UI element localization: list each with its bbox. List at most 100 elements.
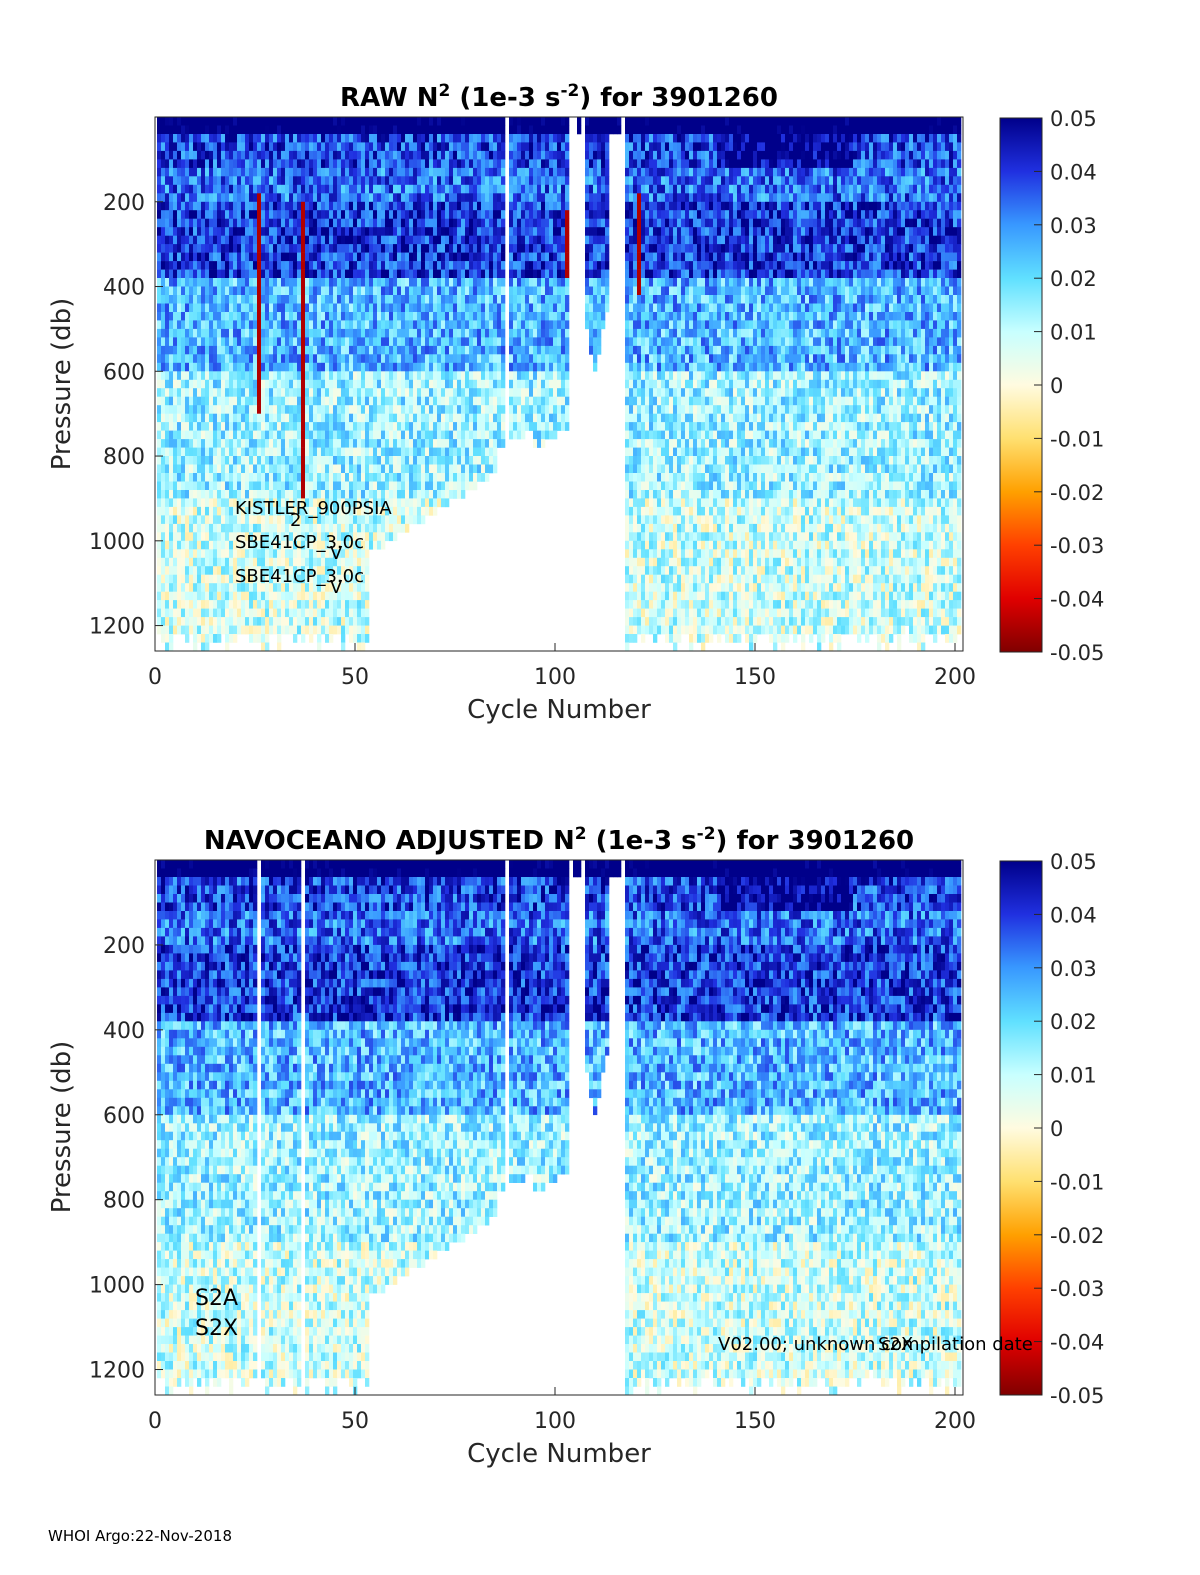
heatmap-cell bbox=[361, 481, 366, 491]
heatmap-cell bbox=[173, 354, 178, 364]
heatmap-cell bbox=[469, 345, 474, 355]
heatmap-cell bbox=[425, 227, 430, 236]
heatmap-cell bbox=[453, 134, 458, 143]
heatmap-cell bbox=[489, 167, 494, 177]
heatmap-cell bbox=[209, 167, 214, 177]
heatmap-cell bbox=[441, 176, 446, 186]
heatmap-cell bbox=[233, 574, 238, 584]
heatmap-cell bbox=[485, 125, 490, 135]
heatmap-cell bbox=[313, 337, 318, 347]
heatmap-cell bbox=[321, 549, 326, 559]
heatmap-cell bbox=[221, 566, 226, 575]
heatmap-cell bbox=[261, 481, 266, 491]
heatmap-cell bbox=[301, 600, 306, 609]
heatmap-cell bbox=[513, 167, 518, 177]
heatmap-cell bbox=[233, 134, 238, 143]
heatmap-cell bbox=[429, 269, 434, 279]
heatmap-cell bbox=[457, 345, 462, 355]
heatmap-cell bbox=[261, 201, 266, 211]
heatmap-cell bbox=[185, 193, 190, 203]
heatmap-cell bbox=[317, 574, 322, 584]
heatmap-cell bbox=[213, 515, 218, 525]
heatmap-cell bbox=[385, 303, 390, 313]
heatmap-cell bbox=[189, 354, 194, 364]
heatmap-cell bbox=[301, 574, 306, 584]
heatmap-cell bbox=[193, 591, 198, 601]
heatmap-cell bbox=[437, 345, 442, 355]
heatmap-cell bbox=[369, 371, 374, 381]
heatmap-cell bbox=[449, 150, 454, 160]
heatmap-cell bbox=[397, 413, 402, 423]
profile-column bbox=[169, 117, 174, 652]
heatmap-cell bbox=[265, 184, 270, 194]
heatmap-cell bbox=[381, 184, 386, 194]
heatmap-cell bbox=[473, 456, 478, 465]
heatmap-cell bbox=[225, 134, 230, 143]
heatmap-cell bbox=[337, 566, 342, 575]
heatmap-cell bbox=[417, 515, 422, 525]
heatmap-cell bbox=[369, 303, 374, 313]
heatmap-cell bbox=[369, 193, 374, 203]
heatmap-cell bbox=[353, 286, 358, 296]
heatmap-cell bbox=[205, 371, 210, 381]
heatmap-cell bbox=[301, 515, 306, 525]
heatmap-cell bbox=[389, 430, 394, 440]
heatmap-cell bbox=[449, 362, 454, 372]
heatmap-cell bbox=[465, 227, 470, 236]
heatmap-cell bbox=[229, 388, 234, 397]
heatmap-cell bbox=[509, 371, 514, 381]
heatmap-cell bbox=[281, 498, 286, 508]
heatmap-cell bbox=[497, 295, 502, 304]
heatmap-cell bbox=[461, 447, 466, 457]
heatmap-cell bbox=[161, 617, 166, 626]
heatmap-cell bbox=[305, 117, 310, 126]
heatmap-cell bbox=[269, 523, 274, 533]
heatmap-cell bbox=[237, 549, 242, 559]
heatmap-cell bbox=[181, 413, 186, 423]
heatmap-cell bbox=[477, 150, 482, 160]
heatmap-cell bbox=[329, 193, 334, 203]
heatmap-cell bbox=[169, 371, 174, 381]
heatmap-cell bbox=[329, 456, 334, 465]
heatmap-cell bbox=[281, 413, 286, 423]
heatmap-cell bbox=[417, 227, 422, 236]
heatmap-cell bbox=[337, 295, 342, 304]
heatmap-cell bbox=[477, 142, 482, 152]
heatmap-cell bbox=[285, 312, 290, 321]
heatmap-cell bbox=[281, 167, 286, 177]
heatmap-cell bbox=[269, 176, 274, 186]
heatmap-cell bbox=[397, 269, 402, 279]
heatmap-cell bbox=[197, 498, 202, 508]
heatmap-cell bbox=[357, 312, 362, 321]
heatmap-cell bbox=[249, 566, 254, 575]
heatmap-cell bbox=[397, 244, 402, 253]
heatmap-cell bbox=[313, 227, 318, 236]
heatmap-cell bbox=[397, 481, 402, 491]
heatmap-cell bbox=[337, 193, 342, 203]
heatmap-cell bbox=[281, 252, 286, 262]
heatmap-cell bbox=[497, 379, 502, 389]
heatmap-cell bbox=[493, 456, 498, 465]
heatmap-cell bbox=[157, 540, 162, 550]
heatmap-cell bbox=[457, 447, 462, 457]
heatmap-cell bbox=[301, 142, 306, 152]
heatmap-cell bbox=[317, 345, 322, 355]
heatmap-cell bbox=[173, 261, 178, 270]
heatmap-cell bbox=[417, 447, 422, 457]
heatmap-cell bbox=[293, 201, 298, 211]
heatmap-cell bbox=[329, 354, 334, 364]
heatmap-cell bbox=[465, 312, 470, 321]
heatmap-cell bbox=[445, 464, 450, 474]
heatmap-cell bbox=[165, 642, 170, 652]
heatmap-cell bbox=[169, 337, 174, 347]
heatmap-cell bbox=[413, 422, 418, 431]
heatmap-cell bbox=[449, 176, 454, 186]
heatmap-cell bbox=[185, 481, 190, 491]
heatmap-cell bbox=[245, 523, 250, 533]
heatmap-cell bbox=[397, 252, 402, 262]
heatmap-cell bbox=[337, 490, 342, 499]
heatmap-cell bbox=[281, 574, 286, 584]
heatmap-cell bbox=[205, 422, 210, 431]
heatmap-cell bbox=[209, 320, 214, 330]
heatmap-cell bbox=[253, 278, 258, 287]
